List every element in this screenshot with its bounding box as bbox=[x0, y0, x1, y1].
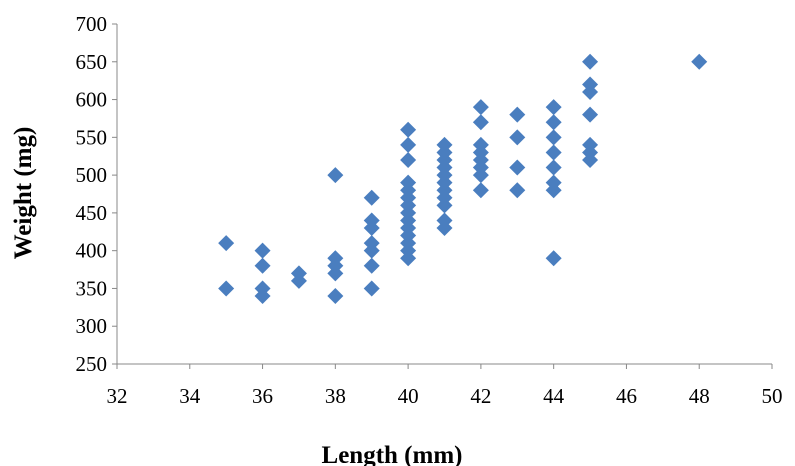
data-point bbox=[472, 99, 489, 116]
data-point bbox=[472, 114, 489, 131]
x-tick-label: 48 bbox=[689, 384, 710, 408]
x-tick-label: 42 bbox=[470, 384, 491, 408]
y-tick-label: 400 bbox=[76, 239, 108, 263]
data-point bbox=[545, 159, 562, 176]
y-axis-ticks: 250 300 350 400 450 500 550 600 650 700 bbox=[76, 12, 117, 376]
y-axis-title: Weight (mg) bbox=[10, 127, 37, 260]
y-tick-label: 700 bbox=[76, 12, 108, 36]
x-tick-label: 50 bbox=[762, 384, 783, 408]
data-point bbox=[363, 257, 380, 274]
data-point bbox=[363, 189, 380, 206]
data-point bbox=[254, 242, 271, 259]
y-tick-label: 500 bbox=[76, 163, 108, 187]
data-point bbox=[582, 53, 599, 70]
data-point bbox=[400, 121, 417, 138]
data-point bbox=[363, 280, 380, 297]
x-axis-title: Length (mm) bbox=[322, 442, 463, 466]
data-point bbox=[436, 197, 453, 214]
x-tick-label: 44 bbox=[543, 384, 565, 408]
data-point bbox=[472, 167, 489, 184]
x-tick-label: 32 bbox=[107, 384, 128, 408]
y-tick-label: 450 bbox=[76, 201, 108, 225]
data-point bbox=[363, 242, 380, 259]
data-points bbox=[218, 53, 708, 304]
data-point bbox=[400, 152, 417, 168]
data-point bbox=[545, 250, 562, 267]
data-point bbox=[363, 220, 380, 236]
y-tick-label: 350 bbox=[76, 276, 108, 300]
x-tick-label: 34 bbox=[179, 384, 201, 408]
data-point bbox=[582, 106, 599, 123]
data-point bbox=[290, 272, 307, 289]
data-point bbox=[327, 288, 344, 304]
data-point bbox=[327, 167, 344, 184]
data-point bbox=[545, 114, 562, 131]
y-tick-label: 250 bbox=[76, 352, 108, 376]
data-point bbox=[545, 182, 562, 199]
y-tick-label: 650 bbox=[76, 50, 108, 74]
data-point bbox=[545, 99, 562, 116]
y-tick-label: 300 bbox=[76, 314, 108, 338]
data-point bbox=[218, 280, 235, 297]
data-point bbox=[545, 144, 562, 161]
data-point bbox=[254, 257, 271, 274]
x-tick-label: 40 bbox=[398, 384, 419, 408]
data-point bbox=[582, 152, 599, 168]
data-point bbox=[400, 136, 417, 153]
y-tick-label: 550 bbox=[76, 125, 108, 149]
data-point bbox=[691, 53, 708, 70]
data-point bbox=[509, 182, 526, 199]
data-point bbox=[400, 250, 417, 267]
data-point bbox=[254, 288, 271, 304]
x-tick-label: 36 bbox=[252, 384, 273, 408]
data-point bbox=[582, 84, 599, 100]
x-axis-ticks: 32 34 36 38 40 42 44 46 48 50 bbox=[107, 364, 783, 408]
data-point bbox=[472, 182, 489, 199]
x-tick-label: 46 bbox=[616, 384, 637, 408]
data-point bbox=[509, 106, 526, 123]
data-point bbox=[509, 159, 526, 176]
data-point bbox=[436, 220, 453, 236]
data-point bbox=[509, 129, 526, 146]
x-tick-label: 38 bbox=[325, 384, 346, 408]
y-tick-label: 600 bbox=[76, 88, 108, 112]
data-point bbox=[545, 129, 562, 146]
data-point bbox=[218, 235, 235, 252]
data-point bbox=[327, 265, 344, 282]
